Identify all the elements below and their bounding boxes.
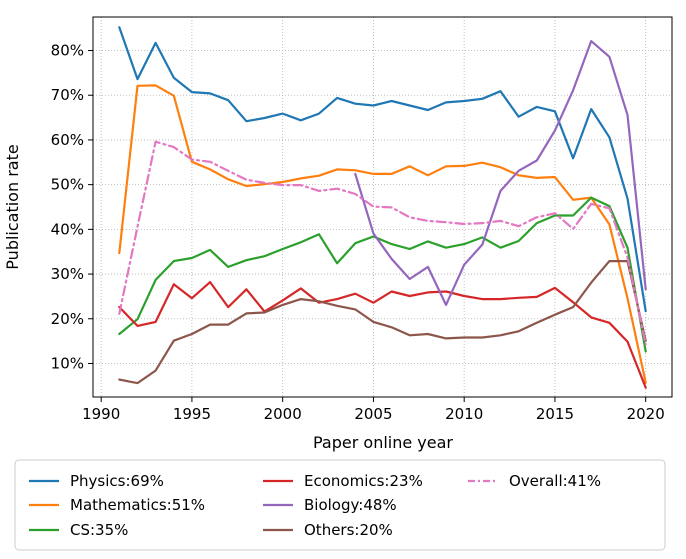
legend-label: Others:20% [304, 521, 393, 539]
legend-label: Mathematics:51% [70, 496, 205, 514]
legend-label: Biology:48% [304, 496, 397, 514]
legend-label: Physics:69% [70, 472, 164, 490]
x-tick-label: 2000 [264, 405, 302, 423]
x-axis-label: Paper online year [313, 433, 453, 452]
y-tick-label: 30% [51, 265, 84, 283]
series-line [118, 26, 647, 313]
x-tick-label: 1995 [173, 405, 211, 423]
x-tick-label: 2010 [445, 405, 483, 423]
legend: Physics:69% Mathematics:51% CS:35% Economic… [14, 459, 666, 551]
x-tick-label: 2005 [354, 405, 392, 423]
series-line [118, 260, 647, 385]
y-tick-label: 70% [51, 86, 84, 104]
y-tick-label: 80% [51, 42, 84, 60]
grid-layer [93, 17, 672, 397]
y-axis-label: Publication rate [3, 144, 22, 269]
x-tick-label: 2020 [627, 405, 665, 423]
x-tick-label: 1990 [82, 405, 120, 423]
y-tick-label: 50% [51, 176, 84, 194]
ticks-layer: 1990 1995 2000 2005 2010 2015 2020 10% 20% 30% 40%… [51, 42, 665, 423]
y-tick-label: 20% [51, 310, 84, 328]
axes-layer [92, 16, 673, 398]
series-line [118, 281, 647, 389]
series-line [118, 140, 647, 346]
series-line [118, 196, 647, 353]
legend-frame [14, 459, 666, 551]
legend-label: Economics:23% [304, 472, 423, 490]
series-line [118, 84, 647, 384]
legend-label: CS:35% [70, 521, 128, 539]
y-tick-label: 60% [51, 131, 84, 149]
y-tick-label: 40% [51, 220, 84, 238]
legend-label: Overall:41% [509, 472, 601, 490]
plot-frame [92, 16, 673, 398]
x-tick-label: 2015 [536, 405, 574, 423]
y-tick-label: 10% [51, 354, 84, 372]
series-layer [118, 26, 647, 389]
series-line [354, 39, 647, 306]
